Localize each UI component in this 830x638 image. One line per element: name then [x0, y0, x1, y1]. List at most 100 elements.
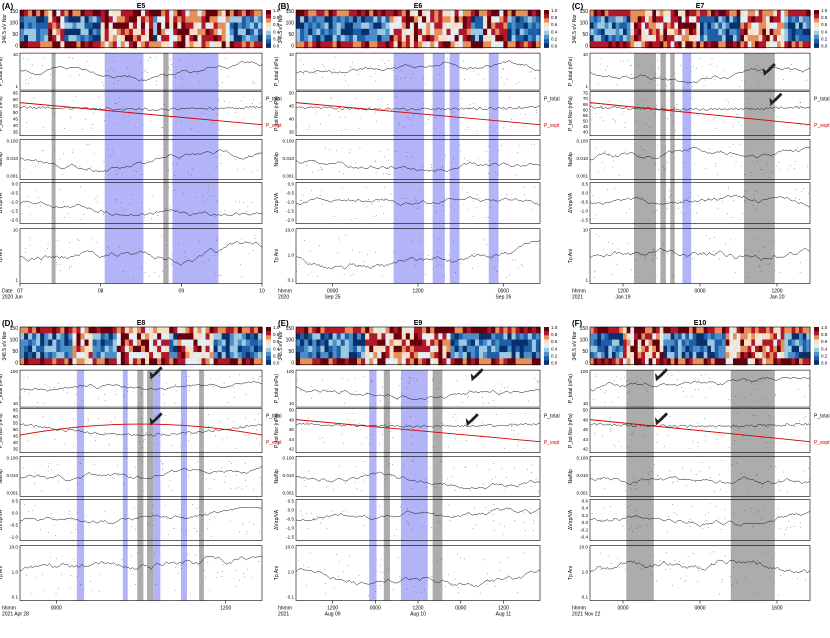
data-point — [534, 78, 536, 79]
data-point — [472, 528, 474, 529]
spectrogram-cell — [450, 28, 456, 36]
data-point — [69, 75, 71, 77]
y-tick: 50 — [289, 91, 295, 96]
spectrogram-cell — [466, 339, 472, 347]
data-point — [754, 401, 755, 402]
spectrogram-cell — [24, 358, 29, 366]
spectrogram-cell — [438, 22, 443, 30]
event-arrow — [149, 412, 163, 426]
spectrogram-cell — [28, 16, 33, 24]
spectrogram-cell — [120, 333, 126, 341]
spectrogram-cell — [348, 358, 354, 366]
data-point — [222, 439, 223, 441]
panel-letter: (D) — [2, 319, 13, 328]
data-point — [70, 575, 72, 576]
y-tick: 40 — [13, 440, 19, 445]
data-point — [412, 460, 413, 462]
spectrogram-cell — [213, 327, 219, 334]
data-point — [495, 171, 496, 173]
data-point — [103, 562, 104, 564]
data-point — [670, 83, 671, 85]
data-point — [103, 85, 104, 86]
spectrogram-cell — [185, 22, 190, 30]
colorbar-tick: 0.8 — [821, 15, 828, 20]
data-point — [772, 557, 773, 559]
data-point — [424, 589, 425, 591]
data-point — [180, 564, 182, 566]
spectrogram-cell — [76, 345, 82, 353]
data-point — [793, 526, 795, 527]
spectrogram-cell — [389, 358, 395, 366]
data-point — [185, 530, 187, 532]
spectrogram-cell — [703, 22, 708, 30]
data-point — [444, 585, 446, 587]
data-point — [412, 461, 414, 462]
spectrogram-cell — [458, 333, 464, 341]
y-tick: 0.0 — [582, 520, 589, 525]
data-point — [595, 234, 597, 235]
spectrogram-cell — [483, 16, 488, 24]
spectrogram-cell — [678, 339, 683, 347]
spectrogram-cell — [740, 35, 745, 42]
spectrogram-cell — [40, 41, 45, 49]
data-point — [222, 82, 223, 84]
spectrogram-cell — [401, 345, 407, 353]
data-point — [239, 374, 241, 376]
spectrogram-cell — [604, 327, 609, 334]
data-point — [745, 379, 746, 381]
data-point — [252, 103, 253, 105]
spectrogram-cell — [503, 22, 509, 30]
spectrogram-cell — [245, 352, 251, 359]
spectrogram-cell — [405, 327, 411, 334]
data-point — [495, 476, 497, 478]
spectrogram-cell — [795, 339, 800, 347]
spectrogram-cell — [44, 358, 49, 366]
data-point — [394, 65, 396, 66]
data-point — [339, 239, 340, 241]
data-point — [232, 387, 234, 388]
colorbar-cell — [544, 43, 549, 48]
data-point — [636, 527, 638, 529]
spectrogram-cell — [608, 345, 613, 353]
data-point — [745, 191, 746, 192]
spectrogram-cell — [729, 327, 734, 334]
spectrogram-cell — [352, 16, 358, 24]
data-point — [757, 160, 758, 162]
data-point — [338, 561, 340, 563]
colorbar-cell — [544, 35, 549, 40]
spectrogram-cell — [352, 28, 358, 36]
spectrogram-cell — [40, 345, 45, 353]
spectrogram-cell — [300, 28, 305, 36]
spectrogram-cell — [725, 327, 730, 334]
spectrogram-cell — [181, 339, 186, 347]
data-point — [704, 79, 706, 81]
data-point — [342, 511, 344, 512]
spectrogram-cell — [320, 41, 326, 49]
data-point — [245, 417, 246, 419]
data-point — [601, 58, 602, 59]
data-point — [170, 490, 172, 492]
data-point — [357, 198, 358, 200]
data-point — [234, 112, 236, 113]
spectrogram-cell — [344, 28, 350, 36]
colorbar-tick: 1.0 — [273, 325, 280, 330]
data-point — [778, 479, 779, 481]
spectrogram-cell — [141, 41, 146, 49]
x-day-label: Sep 26 — [495, 295, 511, 301]
data-point — [349, 149, 351, 150]
data-point — [669, 470, 671, 472]
data-point — [375, 215, 377, 216]
spectrogram-cell — [316, 339, 321, 347]
spectrogram-cell — [769, 345, 774, 353]
data-point — [182, 421, 183, 423]
data-point — [506, 486, 508, 488]
spectrogram-cell — [491, 333, 496, 341]
row-frame — [589, 52, 811, 91]
y-tick: 48 — [289, 417, 295, 422]
data-point — [769, 262, 771, 264]
data-point — [744, 258, 746, 260]
data-point — [225, 243, 227, 244]
row-label: P_total (nPa) — [0, 374, 4, 404]
data-point — [753, 388, 755, 390]
data-point — [434, 117, 436, 118]
